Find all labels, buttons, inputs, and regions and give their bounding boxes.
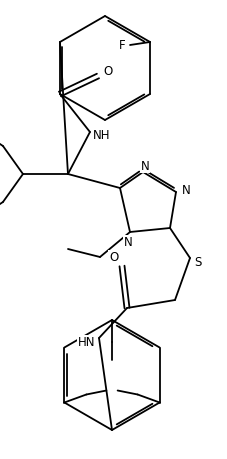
Text: O: O (109, 251, 118, 263)
Text: HN: HN (78, 336, 95, 348)
Text: S: S (193, 256, 201, 269)
Text: F: F (118, 39, 125, 51)
Text: O: O (103, 65, 112, 78)
Text: N: N (140, 159, 149, 173)
Text: N: N (123, 235, 132, 248)
Text: NH: NH (93, 129, 110, 141)
Text: N: N (181, 184, 190, 196)
